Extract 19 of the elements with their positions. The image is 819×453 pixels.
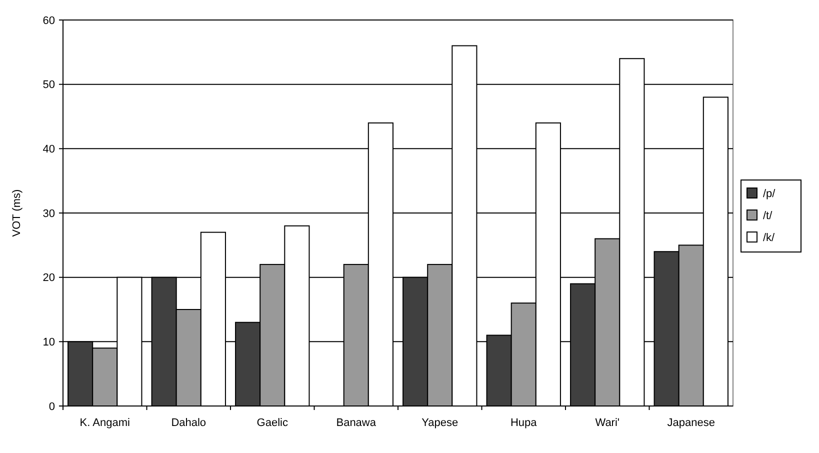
y-tick-label: 10 bbox=[42, 336, 55, 349]
y-axis-title: VOT (ms) bbox=[11, 189, 23, 237]
y-tick-label: 0 bbox=[48, 400, 55, 413]
x-tick-label: K. Angami bbox=[80, 417, 130, 429]
x-tick-label: Banawa bbox=[336, 417, 377, 429]
legend-label: /p/ bbox=[763, 188, 776, 200]
legend-label: /t/ bbox=[763, 210, 774, 222]
x-tick-label: Gaelic bbox=[256, 417, 288, 429]
x-tick-label: Yapese bbox=[422, 417, 458, 429]
y-tick-label: 30 bbox=[42, 208, 55, 220]
x-tick-label: Wari' bbox=[595, 417, 620, 429]
legend-label: /k/ bbox=[763, 232, 776, 244]
x-tick-label: Hupa bbox=[510, 417, 538, 429]
y-tick-label: 40 bbox=[42, 144, 55, 156]
y-tick-label: 60 bbox=[42, 14, 55, 27]
y-tick-label: 20 bbox=[42, 272, 55, 284]
x-tick-label: Dahalo bbox=[171, 417, 206, 429]
y-tick-label: 50 bbox=[42, 79, 55, 92]
x-tick-label: Japanese bbox=[667, 417, 715, 429]
